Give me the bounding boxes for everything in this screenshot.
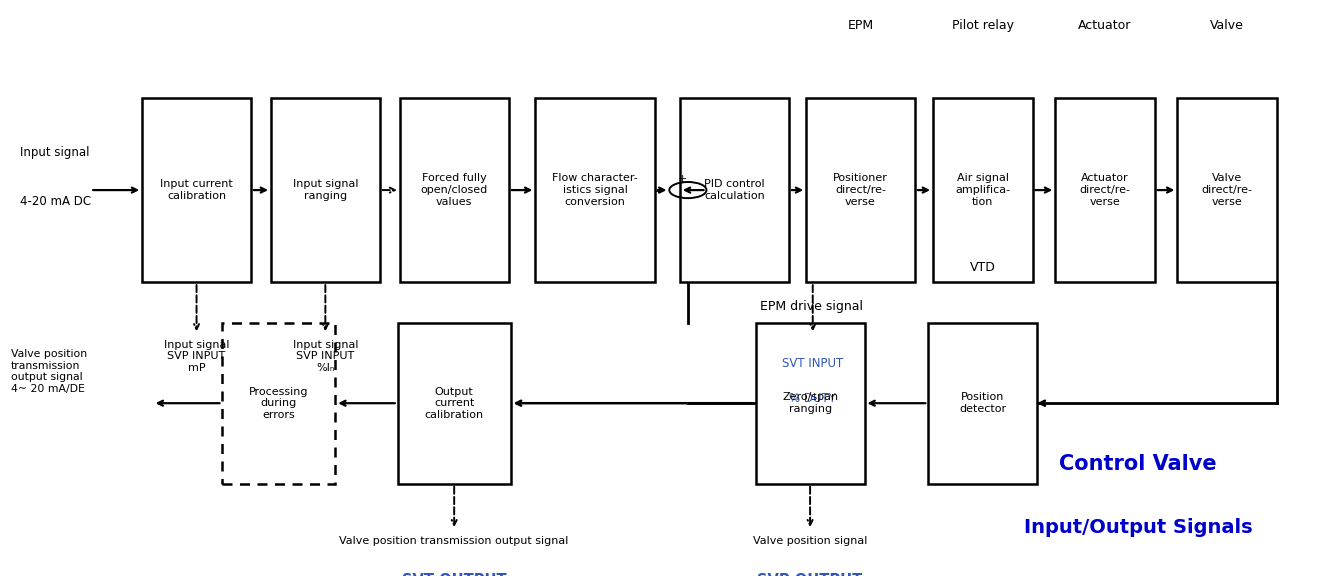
Text: Actuator: Actuator (1078, 20, 1131, 32)
FancyBboxPatch shape (400, 98, 509, 282)
Text: Actuator
direct/re-
verse: Actuator direct/re- verse (1080, 173, 1130, 207)
FancyBboxPatch shape (222, 323, 335, 484)
Text: Valve
direct/re-
verse: Valve direct/re- verse (1202, 173, 1252, 207)
Text: SVT OUTPUT: SVT OUTPUT (402, 573, 506, 576)
Text: Input signal: Input signal (20, 146, 89, 159)
Text: Positioner
direct/re-
verse: Positioner direct/re- verse (833, 173, 888, 207)
Text: Control Valve: Control Valve (1060, 454, 1216, 473)
Text: Input current
calibration: Input current calibration (161, 179, 232, 201)
Text: SVT INPUT: SVT INPUT (782, 357, 843, 370)
FancyBboxPatch shape (398, 323, 511, 484)
Text: Valve position signal: Valve position signal (753, 536, 867, 545)
Text: VTD: VTD (969, 262, 996, 274)
Text: 4-20 mA DC: 4-20 mA DC (20, 195, 92, 208)
Text: Position
detector: Position detector (959, 392, 1007, 414)
Text: PID control
calculation: PID control calculation (704, 179, 765, 201)
Text: Input/Output Signals: Input/Output Signals (1024, 518, 1252, 536)
Text: Forced fully
open/closed
values: Forced fully open/closed values (421, 173, 487, 207)
Text: % DUTY: % DUTY (789, 392, 837, 405)
Text: +: + (677, 174, 687, 184)
FancyBboxPatch shape (1056, 98, 1154, 282)
Text: Input signal
SVP INPUT
mP: Input signal SVP INPUT mP (163, 340, 230, 373)
Text: EPM: EPM (847, 20, 874, 32)
FancyBboxPatch shape (928, 323, 1037, 484)
FancyBboxPatch shape (934, 98, 1033, 282)
Text: −: − (653, 187, 663, 196)
FancyBboxPatch shape (271, 98, 380, 282)
Text: Valve: Valve (1210, 20, 1244, 32)
Text: Input signal
SVP INPUT
%Iₙ: Input signal SVP INPUT %Iₙ (292, 340, 359, 373)
FancyBboxPatch shape (756, 323, 865, 484)
Text: Processing
during
errors: Processing during errors (250, 386, 308, 420)
Text: Pilot relay: Pilot relay (952, 20, 1013, 32)
FancyBboxPatch shape (1178, 98, 1278, 282)
FancyBboxPatch shape (806, 98, 915, 282)
FancyBboxPatch shape (142, 98, 251, 282)
Text: Zero/span
ranging: Zero/span ranging (782, 392, 838, 414)
Text: Valve position
transmission
output signal
4~ 20 mA/DE: Valve position transmission output signa… (11, 349, 86, 394)
FancyBboxPatch shape (535, 98, 655, 282)
Text: Input signal
ranging: Input signal ranging (292, 179, 359, 201)
Text: Flow character-
istics signal
conversion: Flow character- istics signal conversion (552, 173, 637, 207)
Text: EPM drive signal: EPM drive signal (760, 300, 863, 313)
Text: Air signal
amplifica-
tion: Air signal amplifica- tion (955, 173, 1011, 207)
Text: SVP OUTPUT: SVP OUTPUT (757, 573, 863, 576)
FancyBboxPatch shape (680, 98, 789, 282)
Text: Output
current
calibration: Output current calibration (425, 386, 483, 420)
Text: Valve position transmission output signal: Valve position transmission output signa… (340, 536, 568, 545)
